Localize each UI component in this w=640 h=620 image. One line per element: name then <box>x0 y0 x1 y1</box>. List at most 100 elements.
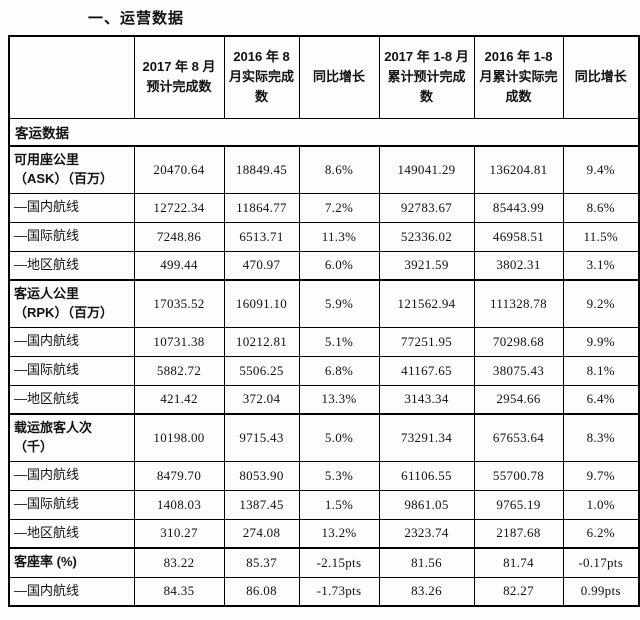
cell-value: 6513.71 <box>223 221 300 252</box>
cell-value: -2.15pts <box>298 547 380 578</box>
cell-value: 10212.81 <box>223 326 300 357</box>
cell-value: 111328.78 <box>473 279 564 328</box>
table-row: —地区航线 421.42 372.04 13.3% 3143.34 2954.66 6.4% <box>8 384 640 415</box>
row-label: 客运人公里 （RPK）（百万） <box>8 279 135 328</box>
header-yoy-growth-cumulative: 同比增长 <box>562 35 640 119</box>
table-row: 客运人公里 （RPK）（百万） 17035.52 16091.10 5.9% 12156… <box>8 279 640 328</box>
row-label: —地区航线 <box>8 250 135 281</box>
cell-value: 5882.72 <box>133 355 225 386</box>
table-row: —国内航线 12722.34 11864.77 7.2% 92783.67 85443.9… <box>8 192 640 223</box>
section-label: 客运数据 <box>8 117 640 147</box>
cell-value: 5.0% <box>298 413 380 462</box>
cell-value: 81.74 <box>473 547 564 578</box>
cell-value: 41167.65 <box>378 355 475 386</box>
table-row: —地区航线 499.44 470.97 6.0% 3921.59 3802.31 3.1% <box>8 250 640 281</box>
cell-value: 84.35 <box>133 576 225 607</box>
header-2016-aug-actual: 2016 年 8 月实际完成数 <box>223 35 300 119</box>
cell-value: 136204.81 <box>473 145 564 194</box>
table-row: —国内航线 84.35 86.08 -1.73pts 83.26 82.27 0.99pts <box>8 576 640 607</box>
cell-value: 9.4% <box>562 145 640 194</box>
cell-value: 8479.70 <box>133 460 225 491</box>
cell-value: 55700.78 <box>473 460 564 491</box>
cell-value: 9.7% <box>562 460 640 491</box>
cell-value: 149041.29 <box>378 145 475 194</box>
cell-value: 6.8% <box>298 355 380 386</box>
cell-value: 0.99pts <box>562 576 640 607</box>
cell-value: 8.6% <box>562 192 640 223</box>
row-label: —国内航线 <box>8 192 135 223</box>
cell-value: 2323.74 <box>378 518 475 549</box>
cell-value: 310.27 <box>133 518 225 549</box>
cell-value: 9.9% <box>562 326 640 357</box>
cell-value: 67653.64 <box>473 413 564 462</box>
cell-value: 70298.68 <box>473 326 564 357</box>
cell-value: 38075.43 <box>473 355 564 386</box>
row-label: 可用座公里 （ASK）（百万） <box>8 145 135 194</box>
cell-value: 421.42 <box>133 384 225 415</box>
cell-value: 81.56 <box>378 547 475 578</box>
page-title: 一、运营数据 <box>88 10 185 27</box>
cell-value: 86.08 <box>223 576 300 607</box>
header-2017-ytd-forecast: 2017 年 1-8 月累计预计完成数 <box>378 35 475 119</box>
cell-value: 9.2% <box>562 279 640 328</box>
header-yoy-growth-month: 同比增长 <box>298 35 380 119</box>
row-label: —国内航线 <box>8 460 135 491</box>
cell-value: 5.9% <box>298 279 380 328</box>
cell-value: 8053.90 <box>223 460 300 491</box>
cell-value: 83.26 <box>378 576 475 607</box>
row-label: —国内航线 <box>8 326 135 357</box>
cell-value: 8.3% <box>562 413 640 462</box>
cell-value: 20470.64 <box>133 145 225 194</box>
cell-value: 8.1% <box>562 355 640 386</box>
cell-value: 2954.66 <box>473 384 564 415</box>
table-row: —国内航线 10731.38 10212.81 5.1% 77251.95 70298.6… <box>8 326 640 357</box>
section-row-passenger-data: 客运数据 <box>8 117 640 147</box>
cell-value: 13.3% <box>298 384 380 415</box>
cell-value: 13.2% <box>298 518 380 549</box>
cell-value: 6.2% <box>562 518 640 549</box>
cell-value: 10198.00 <box>133 413 225 462</box>
cell-value: 7248.86 <box>133 221 225 252</box>
cell-value: 2187.68 <box>473 518 564 549</box>
cell-value: 77251.95 <box>378 326 475 357</box>
cell-value: 3802.31 <box>473 250 564 281</box>
row-label: —地区航线 <box>8 384 135 415</box>
table-row: —国际航线 5882.72 5506.25 6.8% 41167.65 38075.43 8… <box>8 355 640 386</box>
table-row: —地区航线 310.27 274.08 13.2% 2323.74 2187.68 6.2% <box>8 518 640 549</box>
cell-value: 1387.45 <box>223 489 300 520</box>
cell-value: 5.3% <box>298 460 380 491</box>
cell-value: 470.97 <box>223 250 300 281</box>
row-label: —地区航线 <box>8 518 135 549</box>
cell-value: 85.37 <box>223 547 300 578</box>
row-label: 载运旅客人次 （千） <box>8 413 135 462</box>
cell-value: 11.5% <box>562 221 640 252</box>
cell-value: 9715.43 <box>223 413 300 462</box>
row-label: —国际航线 <box>8 221 135 252</box>
table-row: 可用座公里 （ASK）（百万） 20470.64 18849.45 8.6% 14904… <box>8 145 640 194</box>
cell-value: 46958.51 <box>473 221 564 252</box>
cell-value: 6.4% <box>562 384 640 415</box>
cell-value: 9765.19 <box>473 489 564 520</box>
cell-value: 7.2% <box>298 192 380 223</box>
cell-value: 6.0% <box>298 250 380 281</box>
cell-value: 85443.99 <box>473 192 564 223</box>
table-row: —国内航线 8479.70 8053.90 5.3% 61106.55 55700.78 9… <box>8 460 640 491</box>
table-body: 客运数据 可用座公里 （ASK）（百万） 20470.64 18849.45 8.6%… <box>8 117 640 607</box>
cell-value: 5.1% <box>298 326 380 357</box>
table-row: 载运旅客人次 （千） 10198.00 9715.43 5.0% 73291.34 676… <box>8 413 640 462</box>
table-row: —国际航线 7248.86 6513.71 11.3% 52336.02 46958.51… <box>8 221 640 252</box>
row-label: —国内航线 <box>8 576 135 607</box>
cell-value: 372.04 <box>223 384 300 415</box>
table-row: 客座率 (%) 83.22 85.37 -2.15pts 81.56 81.74 -0.17… <box>8 547 640 578</box>
cell-value: 92783.67 <box>378 192 475 223</box>
cell-value: 499.44 <box>133 250 225 281</box>
operations-data-table: 2017 年 8 月预计完成数 2016 年 8 月实际完成数 同比增长 201… <box>8 35 640 607</box>
cell-value: 9861.05 <box>378 489 475 520</box>
cell-value: 8.6% <box>298 145 380 194</box>
cell-value: 10731.38 <box>133 326 225 357</box>
cell-value: 3.1% <box>562 250 640 281</box>
row-label: —国际航线 <box>8 489 135 520</box>
cell-value: 3143.34 <box>378 384 475 415</box>
cell-value: 5506.25 <box>223 355 300 386</box>
cell-value: 121562.94 <box>378 279 475 328</box>
